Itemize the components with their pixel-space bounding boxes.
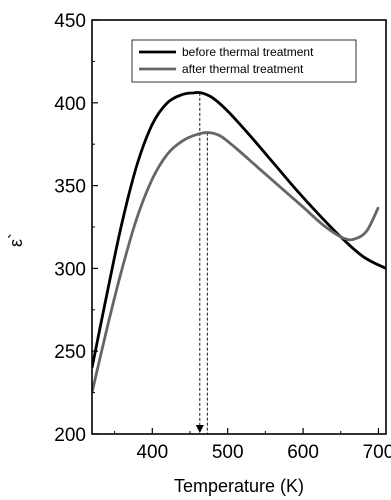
legend: before thermal treatment after thermal tr… xyxy=(131,39,357,83)
series-line-1 xyxy=(92,131,380,393)
y-tick-label-1: 250 xyxy=(54,342,86,363)
legend-items: before thermal treatment after thermal tr… xyxy=(139,45,314,76)
series-line-0 xyxy=(92,91,386,369)
x-tick-label-1: 500 xyxy=(212,442,244,463)
x-tick-label-0: 400 xyxy=(136,442,168,463)
x-axis-title: Temperature (K) xyxy=(174,476,304,496)
y-tick-label-2: 300 xyxy=(54,259,86,280)
legend-label-1: after thermal treatment xyxy=(182,62,304,76)
y-tick-label-0: 200 xyxy=(54,425,86,446)
y-axis-title: ε` xyxy=(6,233,26,247)
x-tick-label-3: 700 xyxy=(363,442,391,463)
y-tick-label-5: 450 xyxy=(54,11,86,32)
plot-area xyxy=(92,91,386,434)
annotation-arrowhead-0 xyxy=(195,425,204,433)
x-tick-label-2: 600 xyxy=(287,442,319,463)
y-tick-label-4: 400 xyxy=(54,94,86,115)
legend-label-0: before thermal treatment xyxy=(182,45,314,59)
ticks: 400 500 600 700 200 250 300 350 400 450 xyxy=(54,11,391,463)
legend-box xyxy=(131,39,357,83)
y-tick-label-3: 350 xyxy=(54,177,86,198)
